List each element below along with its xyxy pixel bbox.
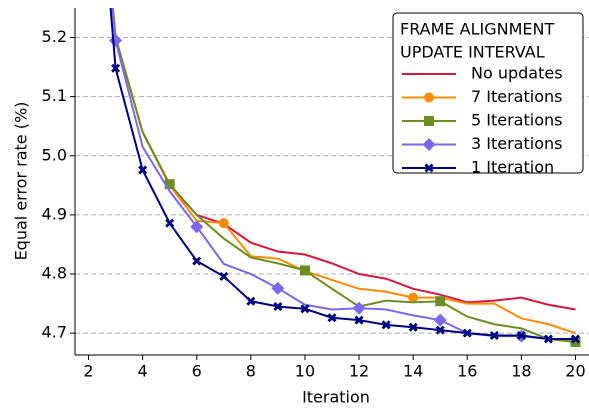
x-axis-label: Iteration: [302, 388, 370, 407]
marker: [218, 218, 229, 229]
marker: [300, 304, 310, 314]
legend-title: UPDATE INTERVAL: [400, 43, 545, 62]
marker: [109, 34, 123, 48]
x-tick-label: 14: [403, 362, 423, 381]
y-axis-label: Equal error rate (%): [12, 102, 31, 261]
y-tick-label: 4.8: [42, 264, 67, 283]
marker: [435, 296, 446, 307]
marker: [408, 292, 419, 303]
marker: [570, 336, 581, 347]
x-tick-label: 4: [138, 362, 148, 381]
x-tick-label: 16: [457, 362, 477, 381]
x-tick-label: 10: [295, 362, 315, 381]
marker: [424, 116, 434, 126]
marker: [408, 322, 418, 332]
marker: [111, 63, 121, 73]
marker: [381, 320, 391, 330]
y-tick-label: 5.1: [42, 86, 67, 105]
y-tick-label: 5.2: [42, 27, 67, 46]
x-tick-label: 18: [511, 362, 531, 381]
legend-label: 7 Iterations: [471, 87, 562, 106]
marker: [354, 315, 364, 325]
marker: [327, 313, 337, 323]
marker: [165, 218, 175, 228]
marker: [219, 271, 229, 281]
marker: [433, 313, 447, 327]
marker: [424, 163, 434, 173]
legend-label: No updates: [471, 64, 563, 83]
marker: [271, 281, 285, 295]
marker: [424, 92, 434, 103]
marker: [192, 256, 202, 266]
y-tick-label: 5.0: [42, 145, 67, 164]
x-tick-label: 12: [349, 362, 369, 381]
legend-title: FRAME ALIGNMENT: [400, 20, 554, 39]
marker: [164, 179, 175, 190]
marker: [138, 165, 148, 175]
legend-label: 5 Iterations: [471, 111, 562, 130]
marker: [190, 220, 204, 234]
marker: [462, 328, 472, 338]
x-tick-label: 2: [83, 362, 93, 381]
x-tick-label: 20: [565, 362, 585, 381]
legend-label: 1 Iteration: [471, 158, 554, 177]
marker: [435, 325, 445, 335]
marker: [299, 265, 310, 276]
marker: [352, 301, 366, 315]
x-tick-label: 8: [246, 362, 256, 381]
legend-box: [392, 12, 584, 174]
x-tick-label: 6: [192, 362, 202, 381]
legend-label: 3 Iterations: [471, 134, 562, 153]
marker: [422, 138, 436, 151]
marker: [273, 302, 283, 312]
y-tick-label: 4.7: [42, 323, 67, 342]
marker: [570, 334, 580, 344]
y-tick-label: 4.9: [42, 204, 67, 223]
marker: [489, 330, 499, 340]
marker: [543, 334, 553, 344]
marker: [246, 296, 256, 306]
marker: [516, 330, 526, 340]
